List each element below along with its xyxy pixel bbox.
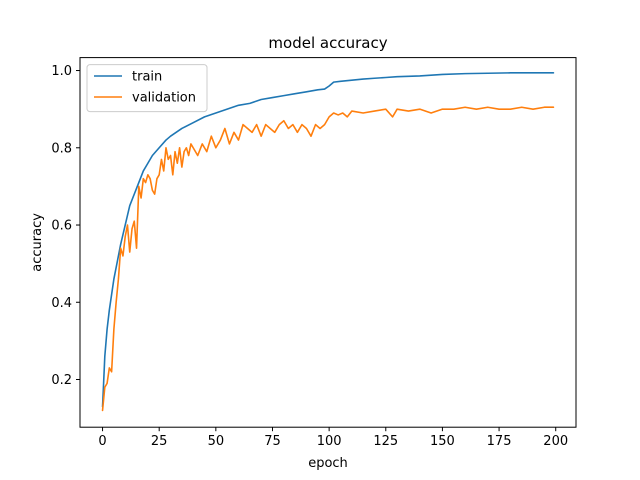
series-line-train — [101, 72, 555, 408]
legend: train validation — [86, 64, 208, 113]
series-line-validation — [101, 106, 555, 412]
x-tick-label: 100 — [317, 434, 342, 449]
x-axis-ticks: 0 25 50 75 100 125 150 175 200 — [98, 427, 568, 449]
y-tick-label: 1.0 — [51, 64, 72, 79]
plot-area — [80, 57, 576, 428]
y-tick-label: 0.2 — [51, 373, 72, 388]
y-axis-ticks: 0.2 0.4 0.6 0.8 1.0 — [51, 64, 80, 388]
x-tick-label: 150 — [430, 434, 455, 449]
x-tick-label: 0 — [98, 434, 106, 449]
chart-title: model accuracy — [268, 34, 387, 52]
x-tick-label: 75 — [264, 434, 281, 449]
x-axis-title: epoch — [308, 456, 348, 471]
series-layer — [101, 72, 555, 412]
x-tick-label: 25 — [151, 434, 168, 449]
y-tick-label: 0.8 — [51, 141, 72, 156]
x-tick-label: 175 — [487, 434, 512, 449]
y-axis-title: accuracy — [30, 213, 45, 272]
legend-label-train: train — [132, 70, 162, 85]
y-tick-label: 0.4 — [51, 296, 72, 311]
x-tick-label: 125 — [373, 434, 398, 449]
x-tick-label: 50 — [208, 434, 225, 449]
plot-frame — [79, 57, 577, 428]
y-tick-label: 0.6 — [51, 219, 72, 234]
x-tick-label: 200 — [543, 434, 568, 449]
legend-label-validation: validation — [132, 91, 196, 106]
